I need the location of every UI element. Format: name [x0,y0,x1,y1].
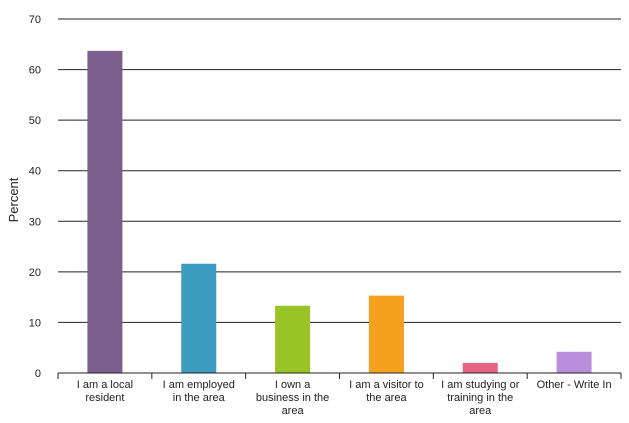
y-tick-label: 0 [35,368,41,380]
x-category-label-line: business in the [256,392,329,404]
y-tick-label: 20 [29,267,41,279]
x-category-label: I am studying or training in the area [441,379,520,417]
x-category-label-line: I am a local [77,379,133,391]
x-category-label: I am a local resident [77,379,133,404]
x-category-label-line: area [469,405,492,417]
bar [87,50,123,374]
y-tick-label: 50 [29,115,41,127]
bar [462,362,498,373]
bar [368,295,404,373]
x-category-label-line: I am a visitor to [349,379,424,391]
x-category-label: I am employed in the area [163,379,235,404]
y-tick-label: 10 [29,317,41,329]
x-category-label-line: I own a [275,379,311,391]
axes [57,372,622,379]
bar [556,351,592,373]
y-tick-label: 70 [29,14,41,26]
x-category-label-line: training in the [447,392,513,404]
x-category-label-line: I am studying or [441,379,520,391]
x-category-label: Other - Write In [537,379,612,391]
y-axis-label: Percent [6,177,21,222]
y-tick-label: 30 [29,216,41,228]
y-tick-label: 60 [29,65,41,77]
x-category-label-line: resident [85,392,124,404]
x-category-label: I own a business in the area [256,379,329,417]
bars [87,50,592,374]
gridlines [58,18,621,323]
x-category-label-line: area [282,405,305,417]
bar [181,263,217,373]
x-category-label-line: Other - Write In [537,379,612,391]
x-category-label-line: I am employed [163,379,235,391]
y-tick-label: 40 [29,166,41,178]
x-category-label-line: the area [366,392,407,404]
x-category-label-line: in the area [173,392,226,404]
bar [275,305,311,373]
x-category-label: I am a visitor to the area [349,379,424,404]
